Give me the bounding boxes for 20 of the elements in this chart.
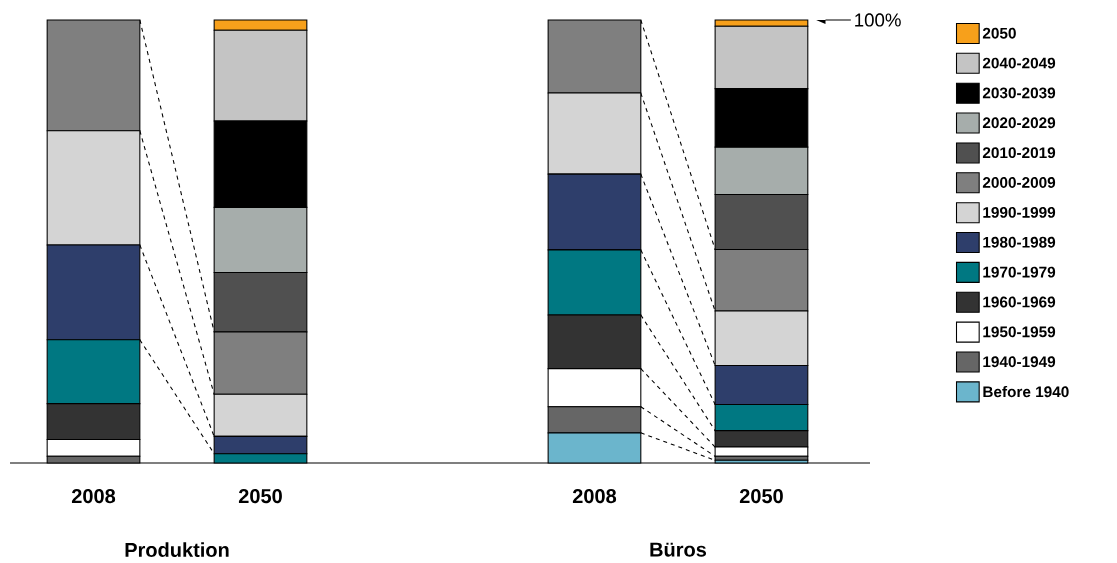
legend-label: 1970-1979 xyxy=(983,266,1056,278)
legend-label: Before 1940 xyxy=(983,385,1069,398)
x-tick-label: 2050 xyxy=(238,489,282,504)
text: Produktion xyxy=(125,542,229,557)
annotation: 100% xyxy=(855,13,901,27)
legend-label: 1940-1949 xyxy=(983,356,1056,368)
legend-label: 1960-1969 xyxy=(983,296,1056,308)
legend-label: 1990-1999 xyxy=(983,206,1056,218)
legend-label: 2030-2039 xyxy=(982,87,1056,99)
x-tick-label: 2008 xyxy=(572,489,617,504)
x-tick-label: 2050 xyxy=(739,489,783,504)
legend-label: 2000-2009 xyxy=(982,177,1056,188)
text: Büros xyxy=(650,542,707,557)
x-tick-label: 2008 xyxy=(71,489,116,504)
legend-label: 2040-2049 xyxy=(982,57,1056,69)
legend-label: 2050 xyxy=(982,27,1016,39)
legend-label: 1950-1959 xyxy=(983,326,1056,338)
legend-label: 2010-2019 xyxy=(982,147,1056,159)
legend-label: 1980-1989 xyxy=(983,236,1056,248)
legend-label: 2020-2029 xyxy=(982,117,1056,129)
